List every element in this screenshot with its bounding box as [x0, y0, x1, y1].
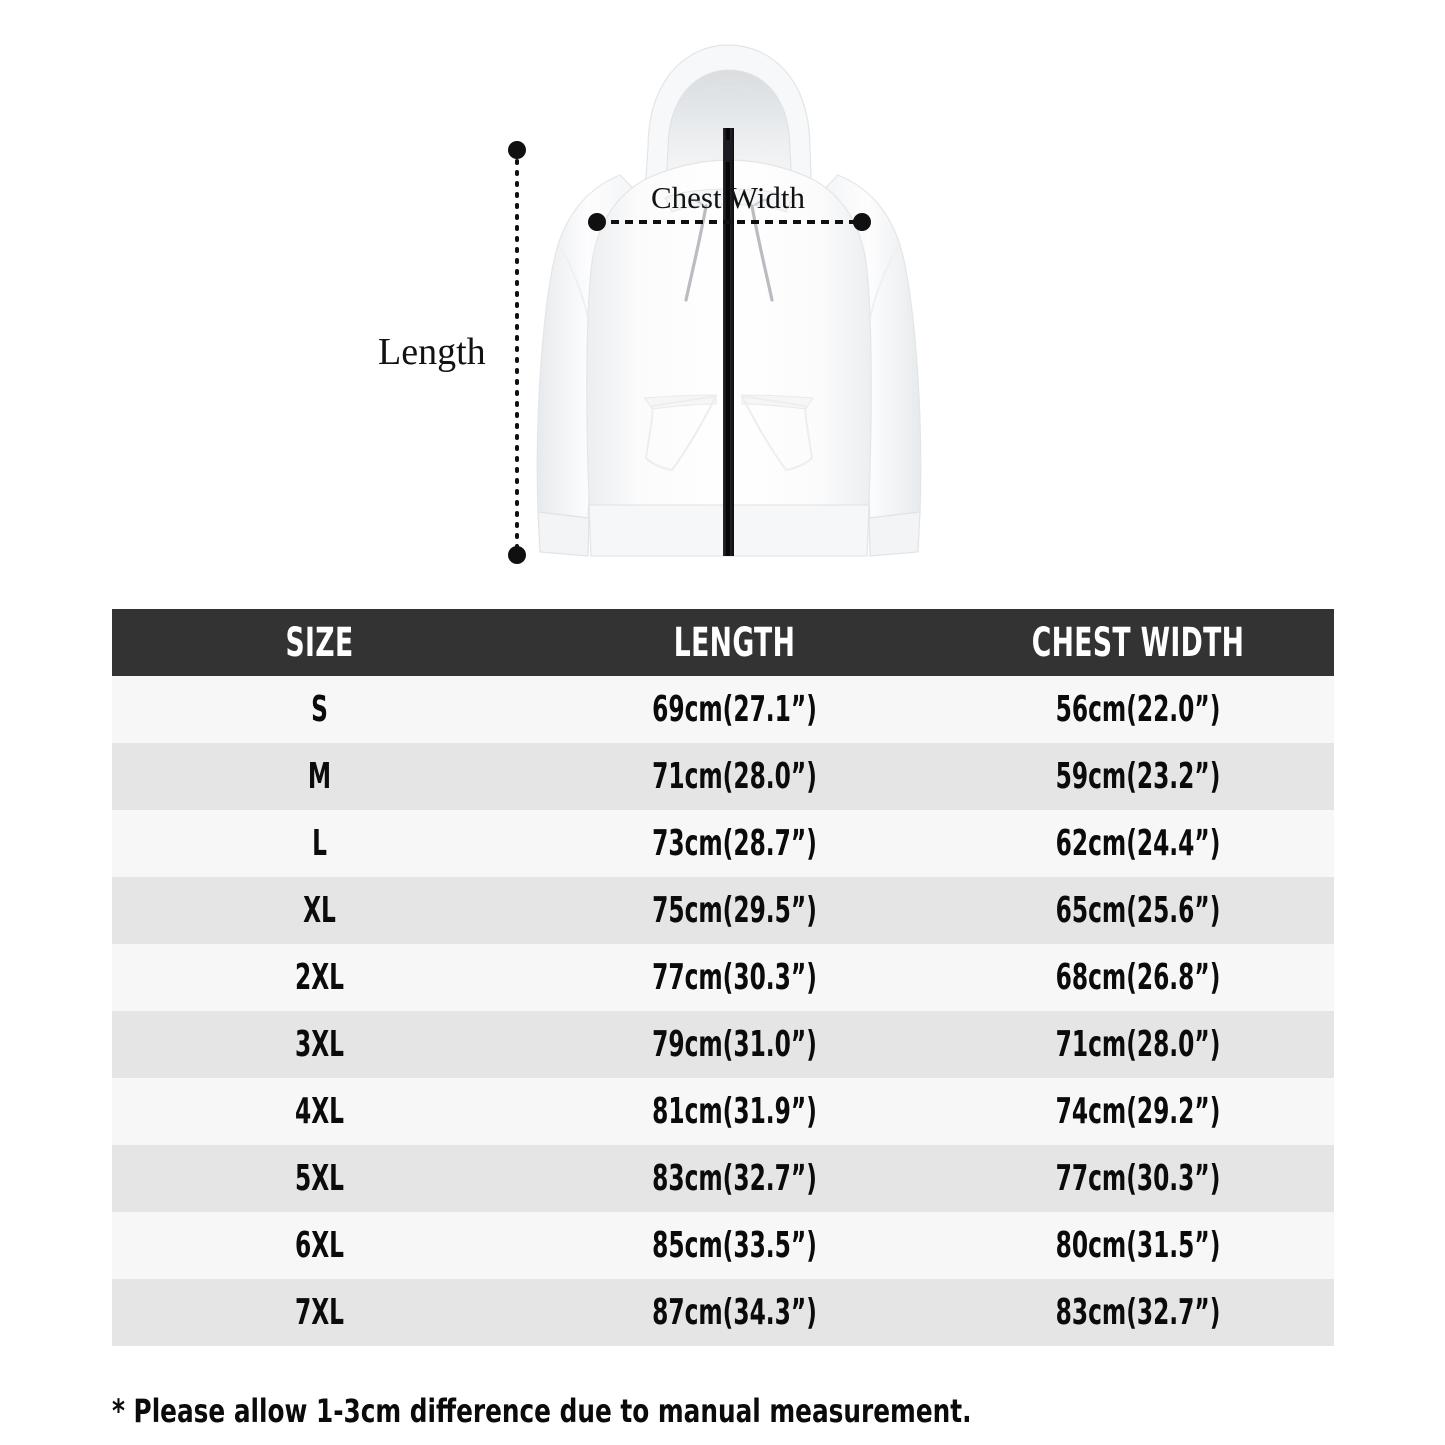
table-row: 5XL 83cm(32.7”) 77cm(30.3”) [112, 1145, 1334, 1212]
cell-size: 2XL [294, 957, 345, 998]
table-row: 4XL 81cm(31.9”) 74cm(29.2”) [112, 1078, 1334, 1145]
cell-chest: 68cm(26.8”) [1055, 957, 1221, 998]
table-row: 7XL 87cm(34.3”) 83cm(32.7”) [112, 1279, 1334, 1346]
cell-length: 79cm(31.0”) [652, 1024, 817, 1065]
cell-size: L [312, 823, 327, 864]
table-row: 6XL 85cm(33.5”) 80cm(31.5”) [112, 1212, 1334, 1279]
cell-chest: 83cm(32.7”) [1055, 1292, 1221, 1333]
left-sleeve-fold [560, 247, 589, 319]
right-eyelet [753, 198, 770, 207]
size-chart-table: SIZE LENGTH CHEST WIDTH S 69cm(27.1”) 56… [112, 609, 1334, 1346]
table-row: S 69cm(27.1”) 56cm(22.0”) [112, 676, 1334, 743]
hoodie-drawing [508, 44, 922, 564]
measurement-disclaimer: * Please allow 1-3cm difference due to m… [112, 1392, 972, 1430]
cell-length: 71cm(28.0”) [652, 756, 817, 797]
cell-chest: 80cm(31.5”) [1055, 1225, 1221, 1266]
cell-chest: 65cm(25.6”) [1055, 890, 1221, 931]
cell-length: 85cm(33.5”) [652, 1225, 817, 1266]
cell-size: S [311, 689, 328, 730]
chest-width-dimension [588, 213, 871, 231]
chest-right-endpoint [853, 213, 871, 231]
cell-length: 75cm(29.5”) [652, 890, 817, 931]
cell-chest: 56cm(22.0”) [1055, 689, 1221, 730]
cell-size: 3XL [294, 1024, 345, 1065]
column-header-length: LENGTH [673, 619, 796, 666]
cell-size: 4XL [294, 1091, 345, 1132]
length-bottom-endpoint [508, 546, 526, 564]
length-top-endpoint [508, 141, 526, 159]
pockets-group [644, 394, 814, 472]
zipper-teeth [726, 128, 730, 556]
right-sleeve-fold [869, 247, 898, 319]
right-cuff [868, 511, 921, 557]
cell-chest: 77cm(30.3”) [1055, 1158, 1221, 1199]
cell-length: 73cm(28.7”) [652, 823, 817, 864]
cell-size: XL [303, 890, 336, 931]
right-pocket-opening [740, 394, 814, 472]
length-dimension [508, 141, 526, 564]
cell-length: 81cm(31.9”) [652, 1091, 817, 1132]
table-row: 2XL 77cm(30.3”) 68cm(26.8”) [112, 944, 1334, 1011]
cell-chest: 74cm(29.2”) [1055, 1091, 1221, 1132]
table-header-row: SIZE LENGTH CHEST WIDTH [112, 609, 1334, 676]
cell-length: 69cm(27.1”) [652, 689, 817, 730]
table-row: 3XL 79cm(31.0”) 71cm(28.0”) [112, 1011, 1334, 1078]
cell-size: M [307, 756, 332, 797]
chest-left-endpoint [588, 213, 606, 231]
cell-chest: 71cm(28.0”) [1055, 1024, 1221, 1065]
table-row: M 71cm(28.0”) 59cm(23.2”) [112, 743, 1334, 810]
garment-illustration: Length Chest Width [0, 0, 1445, 600]
cell-size: 7XL [294, 1292, 345, 1333]
left-drawstring [684, 204, 708, 302]
cell-length: 87cm(34.3”) [652, 1292, 817, 1333]
cell-chest: 59cm(23.2”) [1055, 756, 1221, 797]
left-eyelet [688, 198, 705, 207]
zipper-group [723, 128, 734, 556]
cell-length: 77cm(30.3”) [652, 957, 817, 998]
drawstrings-group [684, 198, 774, 302]
length-label: Length [378, 331, 486, 373]
chest-width-label: Chest Width [651, 180, 806, 215]
hood-seam [699, 86, 759, 97]
column-header-chest-width: CHEST WIDTH [1031, 619, 1245, 666]
right-drawstring [750, 204, 774, 302]
cell-chest: 62cm(24.4”) [1055, 823, 1221, 864]
table-row: XL 75cm(29.5”) 65cm(25.6”) [112, 877, 1334, 944]
cell-length: 83cm(32.7”) [652, 1158, 817, 1199]
cell-size: 5XL [294, 1158, 345, 1199]
cell-size: 6XL [294, 1225, 345, 1266]
table-body: S 69cm(27.1”) 56cm(22.0”) M 71cm(28.0”) … [112, 676, 1334, 1346]
left-pocket-opening [644, 394, 718, 472]
column-header-size: SIZE [285, 619, 354, 666]
left-cuff [537, 511, 590, 557]
table-row: L 73cm(28.7”) 62cm(24.4”) [112, 810, 1334, 877]
table-header: SIZE LENGTH CHEST WIDTH [112, 609, 1334, 676]
zipper-pull [724, 140, 733, 162]
